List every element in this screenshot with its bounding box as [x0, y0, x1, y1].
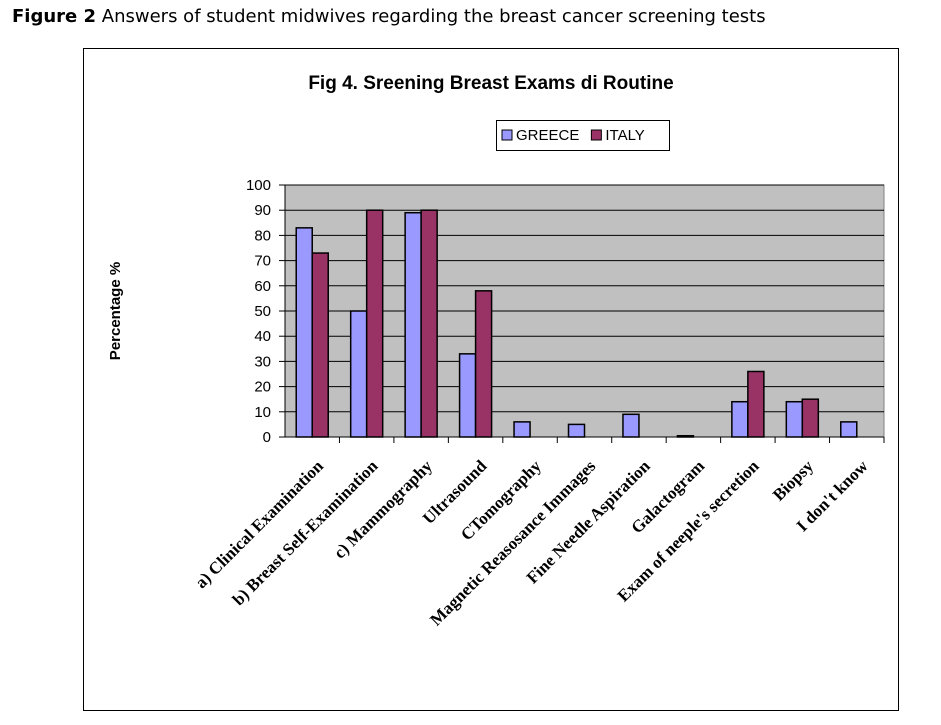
bar: [295, 227, 313, 438]
legend-label: ITALY: [605, 127, 644, 144]
bar: [474, 290, 493, 438]
y-tick-label: 70: [254, 253, 271, 270]
y-tick-label: 50: [254, 303, 271, 320]
legend-label: GREECE: [516, 127, 579, 144]
bar: [747, 370, 765, 438]
y-tick-label: 100: [246, 177, 271, 194]
y-tick-label: 20: [254, 379, 271, 396]
y-tick-label: 40: [254, 328, 271, 345]
figure-label: Figure 2: [12, 6, 96, 27]
legend: [496, 120, 670, 151]
bar: [801, 398, 820, 438]
y-tick-label: 10: [254, 404, 271, 421]
chart-title: Fig 4. Sreening Breast Exams di Routine: [308, 73, 673, 94]
y-tick-label: 30: [254, 353, 271, 370]
bar: [731, 400, 749, 438]
legend-swatch: [590, 129, 602, 141]
y-tick-label: 60: [254, 278, 271, 295]
bar: [420, 209, 438, 438]
figure-caption: Figure 2 Answers of student midwives reg…: [12, 6, 766, 27]
y-tick-label: 80: [254, 227, 271, 244]
bar: [458, 353, 477, 438]
figure-text: Answers of student midwives regarding th…: [102, 6, 766, 27]
bar: [311, 252, 329, 438]
y-tick-label: 90: [254, 202, 271, 219]
bar: [840, 421, 858, 438]
bar: [622, 413, 640, 438]
y-tick-label: 0: [263, 429, 271, 446]
bar: [365, 209, 384, 438]
bar: [567, 423, 586, 438]
bar: [785, 400, 804, 438]
legend-swatch: [501, 129, 513, 141]
y-axis-label: Percentage %: [107, 262, 124, 360]
bar: [513, 421, 531, 438]
bar: [404, 211, 422, 438]
bar: [349, 310, 368, 438]
